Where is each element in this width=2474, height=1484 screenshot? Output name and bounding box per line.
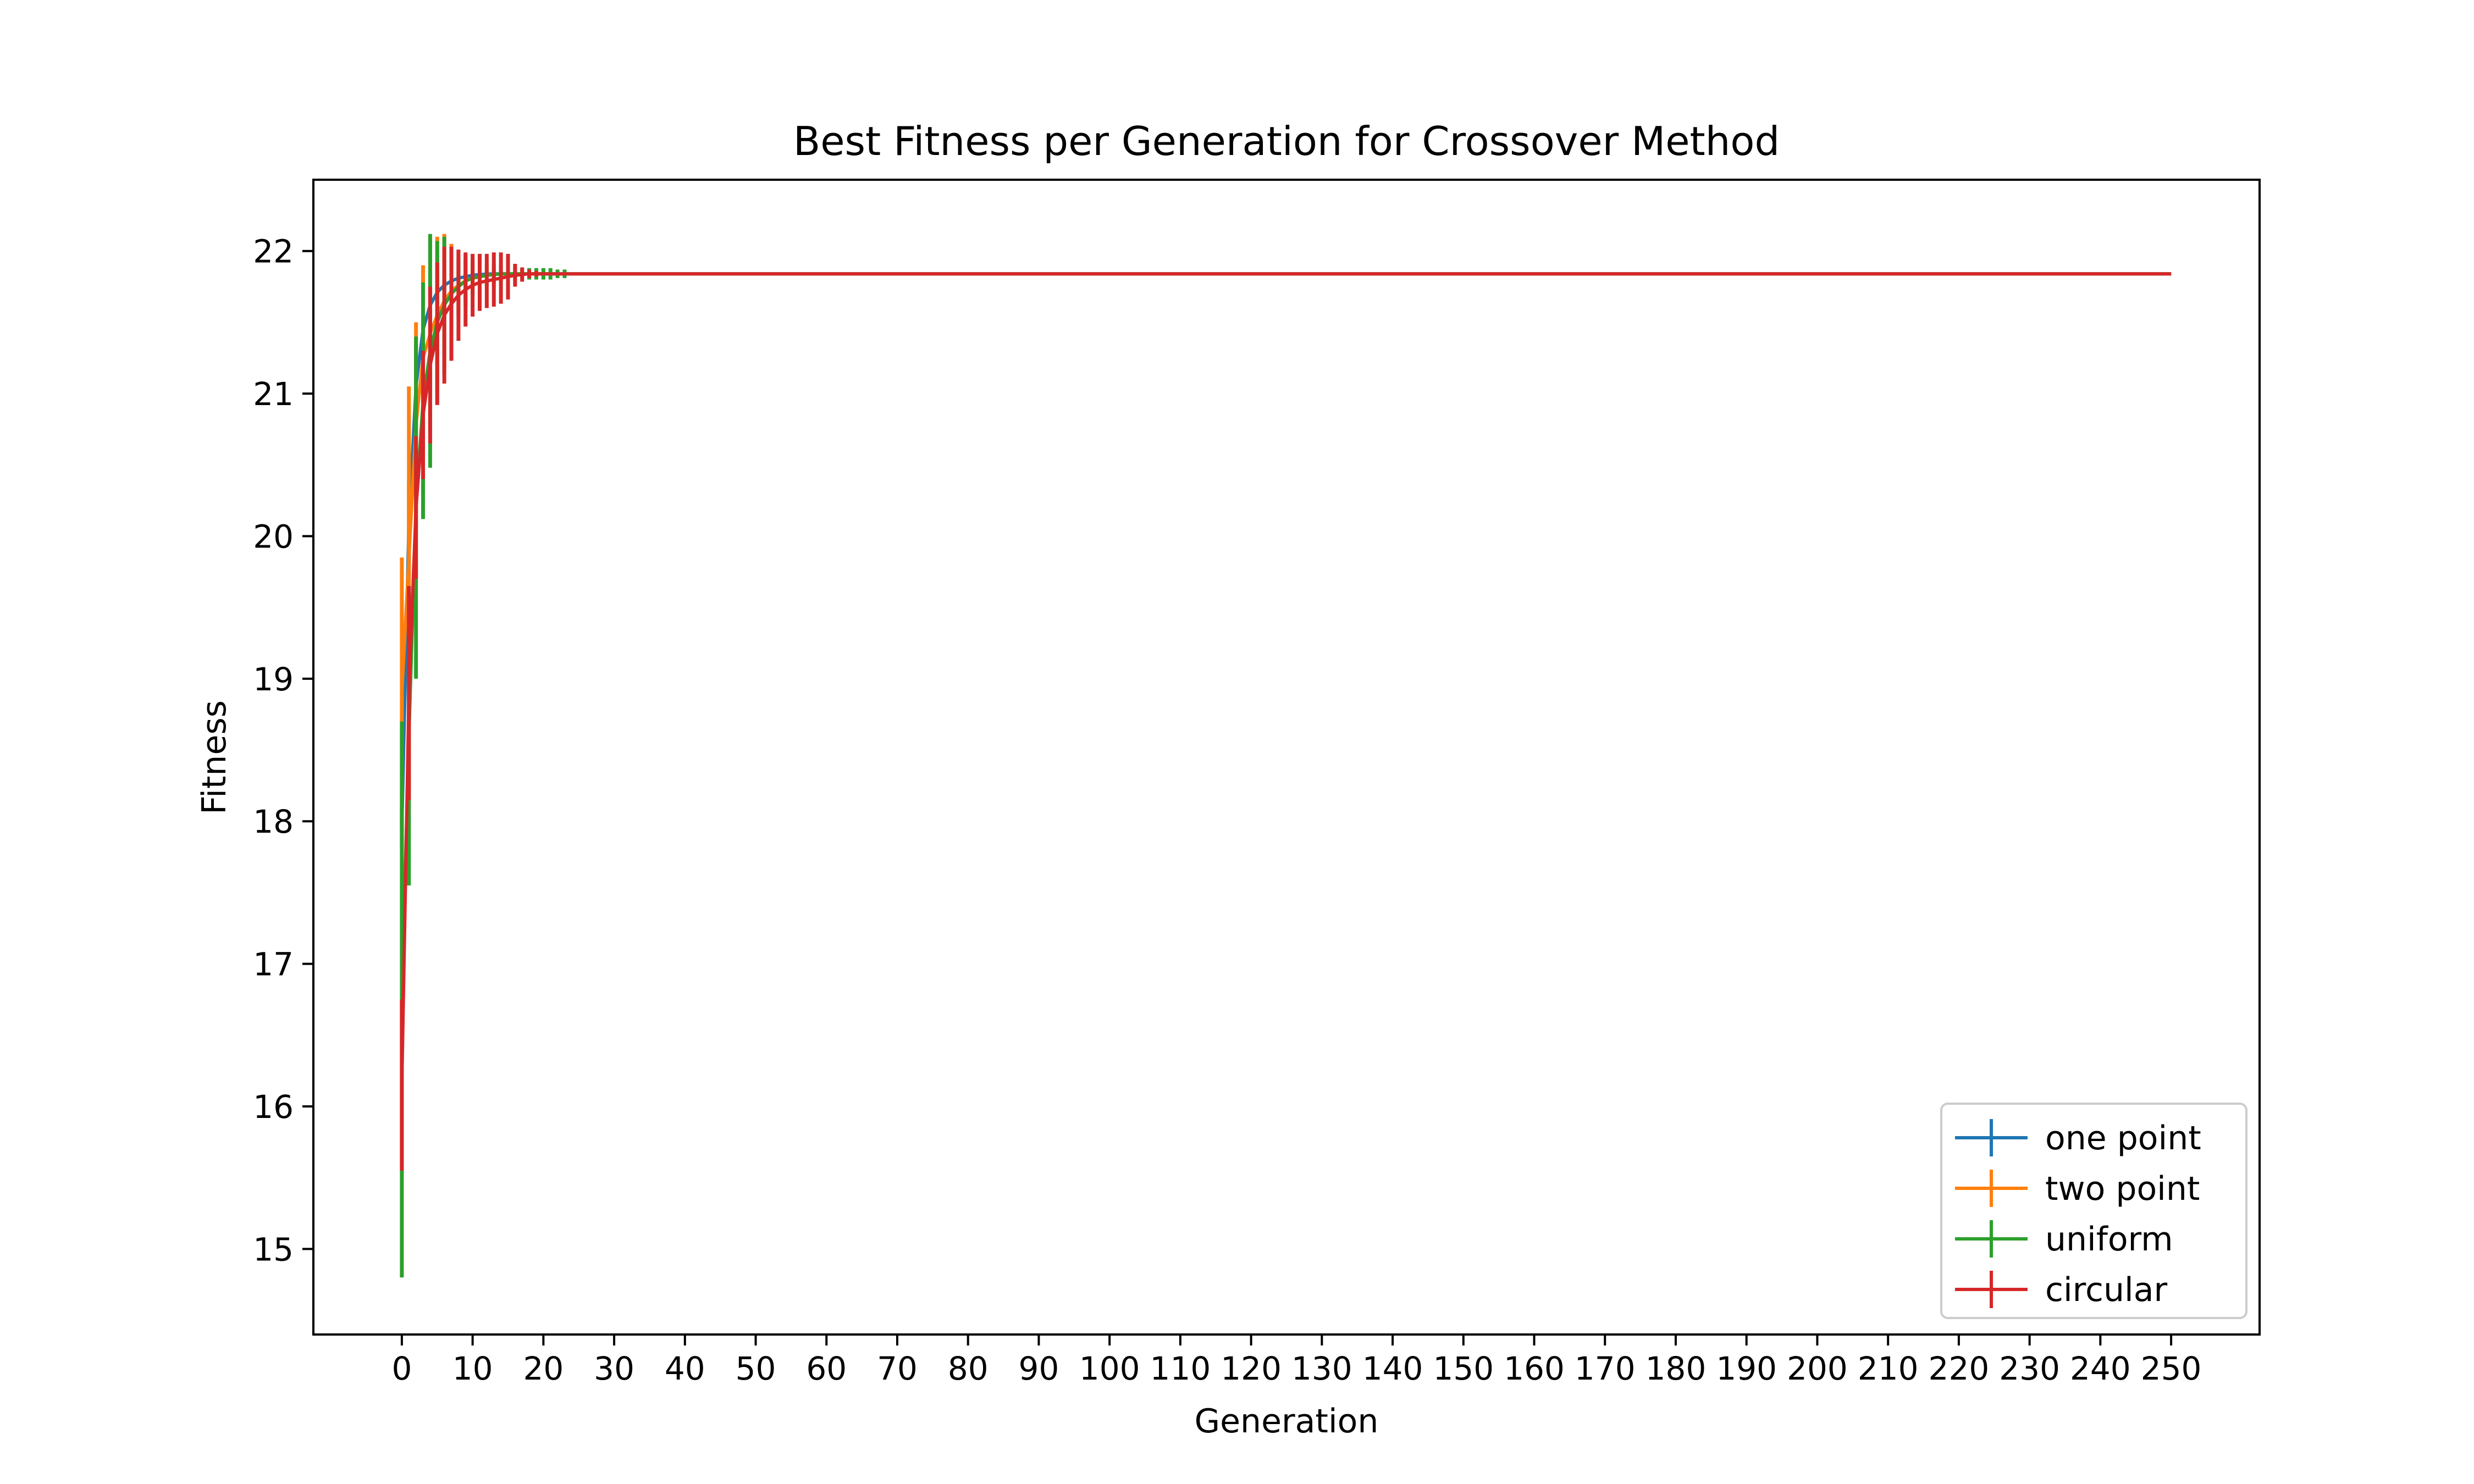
x-tick-label: 180 [1645, 1350, 1707, 1387]
legend-label-one-point: one point [2045, 1119, 2201, 1158]
x-tick-label: 170 [1575, 1350, 1636, 1387]
y-tick-label: 18 [253, 803, 294, 840]
y-tick-label: 20 [253, 518, 294, 555]
series-line-circular [400, 272, 2172, 1086]
x-tick-label: 250 [2141, 1350, 2202, 1387]
x-tick-label: 0 [391, 1350, 412, 1387]
y-tick-label: 17 [253, 946, 294, 983]
legend-frame [1940, 1103, 2247, 1319]
x-tick-label: 20 [523, 1350, 564, 1387]
y-tick-label: 19 [253, 661, 294, 698]
x-tick-label: 40 [665, 1350, 705, 1387]
x-tick-label: 70 [877, 1350, 918, 1387]
chart-title: Best Fitness per Generation for Crossove… [793, 118, 1780, 164]
x-tick-label: 220 [1929, 1350, 1990, 1387]
x-tick-label: 210 [1858, 1350, 1919, 1387]
x-tick-label: 240 [2070, 1350, 2131, 1387]
x-tick-label: 120 [1221, 1350, 1282, 1387]
y-tick-label: 22 [253, 233, 294, 270]
x-tick-label: 10 [452, 1350, 493, 1387]
x-tick-label: 30 [594, 1350, 634, 1387]
x-tick-label: 90 [1019, 1350, 1059, 1387]
y-axis-ticks: 15 16 17 18 19 20 21 22 [253, 233, 313, 1268]
legend-label-uniform: uniform [2045, 1220, 2173, 1259]
x-tick-label: 200 [1787, 1350, 1848, 1387]
x-tick-label: 140 [1362, 1350, 1423, 1387]
y-axis-label: Fitness [195, 700, 234, 815]
y-tick-label: 21 [253, 375, 294, 413]
x-tick-label: 190 [1716, 1350, 1777, 1387]
x-axis-label: Generation [1195, 1402, 1379, 1441]
y-tick-label: 15 [253, 1231, 294, 1268]
x-tick-label: 110 [1150, 1350, 1211, 1387]
x-tick-label: 160 [1504, 1350, 1565, 1387]
x-tick-label: 150 [1433, 1350, 1494, 1387]
legend-label-circular: circular [2045, 1271, 2167, 1309]
x-tick-label: 230 [1999, 1350, 2060, 1387]
x-tick-label: 130 [1291, 1350, 1352, 1387]
plot-area-frame [312, 179, 2261, 1336]
x-tick-label: 80 [948, 1350, 989, 1387]
legend-label-two-point: two point [2045, 1170, 2200, 1208]
series-circular [400, 246, 2172, 1171]
legend: one point two point uniform circular [1940, 1103, 2247, 1319]
series-layer [400, 234, 2172, 1278]
x-axis-ticks: 0 10 20 30 40 50 60 70 80 90 100 110 120 130 140 150 160… [391, 1335, 2201, 1387]
x-tick-label: 100 [1079, 1350, 1140, 1387]
y-tick-label: 16 [253, 1088, 294, 1126]
x-tick-label: 50 [736, 1350, 776, 1387]
x-tick-label: 60 [806, 1350, 847, 1387]
